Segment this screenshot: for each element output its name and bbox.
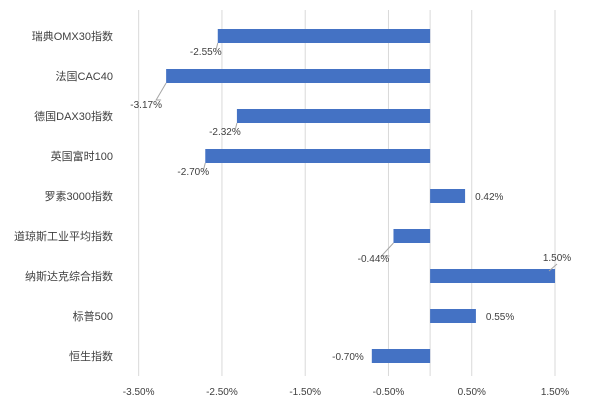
data-label: -0.44%	[358, 254, 390, 265]
bars	[166, 29, 556, 363]
x-tick-label: 0.50%	[458, 387, 486, 398]
bar	[393, 229, 431, 243]
x-tick-label: -3.50%	[123, 387, 155, 398]
bar	[166, 69, 431, 83]
data-label: -3.17%	[130, 100, 162, 111]
data-label: 0.42%	[475, 192, 503, 203]
bar	[371, 349, 431, 363]
category-label: 德国DAX30指数	[34, 109, 113, 123]
bar	[430, 269, 556, 283]
category-label: 标普500	[73, 309, 113, 323]
category-label: 恒生指数	[69, 349, 113, 363]
leader-lines	[155, 42, 558, 272]
leader-line	[548, 263, 558, 272]
leader-line	[155, 82, 167, 101]
bar	[430, 189, 466, 203]
x-axis-tick-labels: -3.50% -2.50% -1.50% -0.50% 0.50% 1.50%	[123, 387, 569, 398]
x-tick-label: -2.50%	[206, 387, 238, 398]
category-label: 英国富时100	[51, 149, 113, 163]
x-tick-label: 1.50%	[541, 387, 569, 398]
data-labels: -2.55% -3.17% -2.32% -2.70% 0.42% -0.44% 1.50%…	[130, 47, 571, 363]
data-label: -2.70%	[177, 167, 209, 178]
leader-line	[234, 122, 238, 132]
bar	[217, 29, 431, 43]
category-label: 道琼斯工业平均指数	[14, 229, 113, 243]
data-label: -0.70%	[332, 352, 364, 363]
bar	[205, 149, 431, 163]
bar	[236, 109, 431, 123]
data-label: -2.55%	[190, 47, 222, 58]
x-tick-label: -1.50%	[289, 387, 321, 398]
category-label: 法国CAC40	[56, 69, 113, 83]
leader-line	[202, 162, 206, 172]
category-label: 罗素3000指数	[45, 189, 113, 203]
data-label: 1.50%	[543, 253, 571, 264]
x-tick-label: -0.50%	[373, 387, 405, 398]
category-label: 纳斯达克综合指数	[25, 269, 113, 283]
bar	[430, 309, 476, 323]
leader-line	[215, 42, 219, 52]
data-label: 0.55%	[486, 312, 514, 323]
leader-line	[380, 242, 394, 257]
data-label: -2.32%	[209, 127, 241, 138]
category-label: 瑞典OMX30指数	[32, 29, 113, 43]
